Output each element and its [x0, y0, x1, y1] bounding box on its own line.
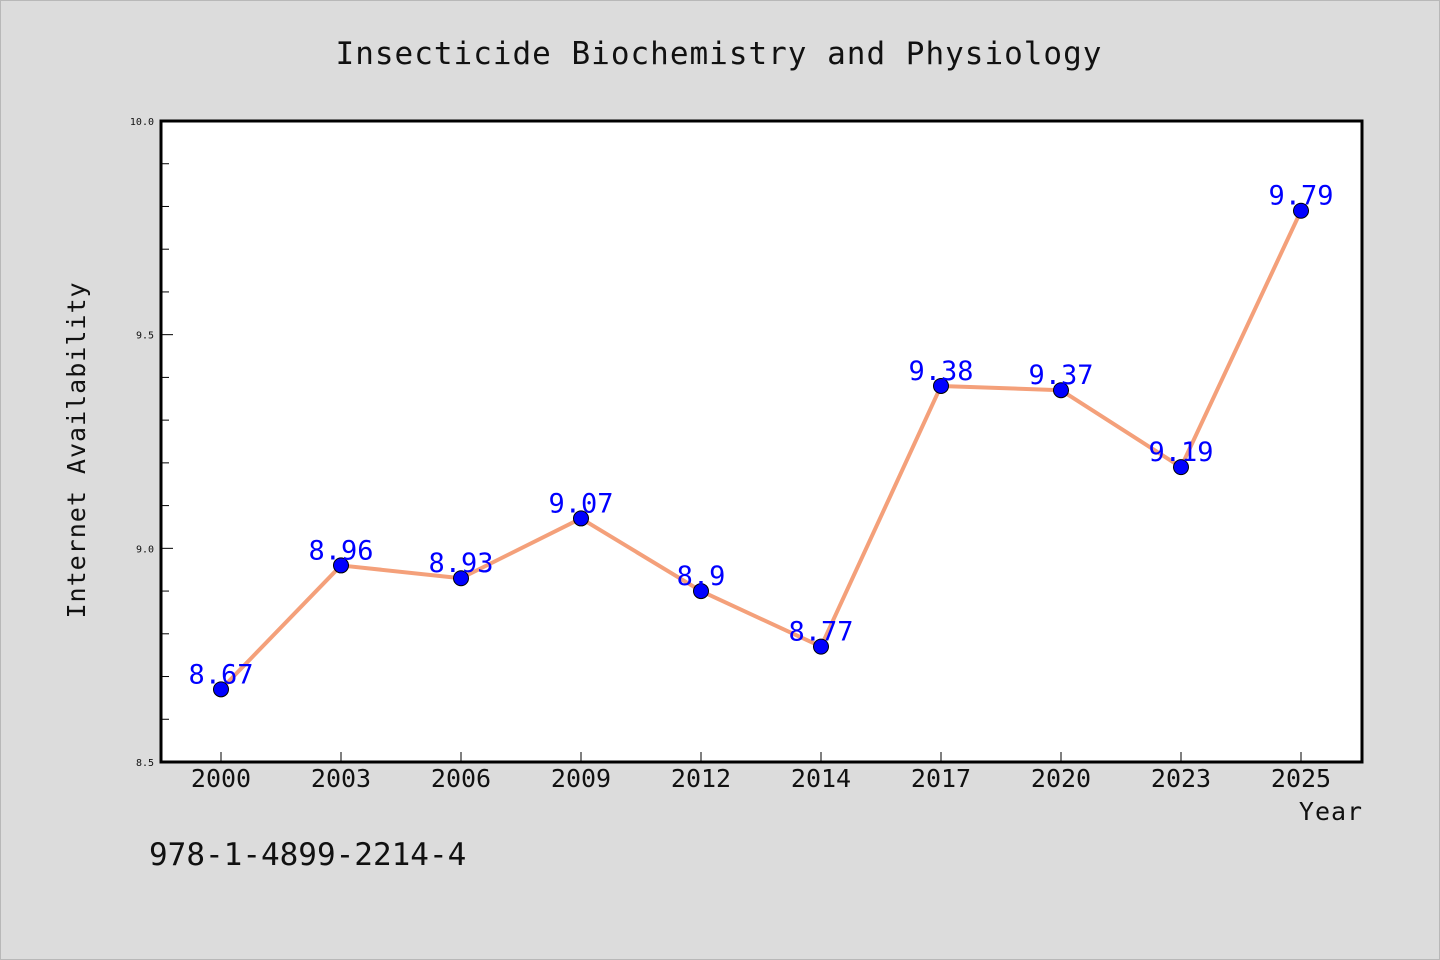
data-point [573, 510, 589, 527]
x-tick-label: 2012 [671, 764, 731, 793]
x-axis: 2000 2003 2006 2009 2012 2014 2017 2020 2023 2025 [191, 752, 1331, 793]
x-axis-label: Year [1299, 797, 1363, 826]
x-tick-label: 2023 [1151, 764, 1211, 793]
data-point [1053, 382, 1069, 399]
data-point [213, 681, 229, 698]
data-label: 9.38 [908, 356, 973, 387]
y-axis: 8.5 9.0 9.5 10.0 [130, 117, 173, 769]
data-label: 9.37 [1028, 360, 1093, 391]
data-label: 8.93 [428, 548, 493, 579]
series-line [219, 209, 1303, 691]
x-tick-label: 2014 [791, 764, 851, 793]
data-label: 9.07 [548, 488, 613, 519]
x-tick-label: 2000 [191, 764, 251, 793]
y-axis-label: Internet Availability [62, 281, 91, 618]
data-point [933, 377, 949, 394]
data-point [453, 570, 469, 587]
data-label: 8.9 [677, 561, 726, 592]
x-tick-label: 2025 [1271, 764, 1331, 793]
data-point [693, 583, 709, 600]
x-tick-label: 2020 [1031, 764, 1091, 793]
data-label: 9.19 [1148, 437, 1213, 468]
x-tick-label: 2003 [311, 764, 371, 793]
data-markers [213, 202, 1309, 698]
x-tick-label: 2009 [551, 764, 611, 793]
data-point [813, 638, 829, 655]
data-label: 8.96 [308, 535, 373, 566]
y-tick-label: 9.0 [136, 544, 154, 555]
x-tick-label: 2006 [431, 764, 491, 793]
data-point [1173, 459, 1189, 476]
data-labels: 8.67 8.96 8.93 9.07 8.9 8.77 9.38 9.37 9.19 9.79 [188, 181, 1333, 691]
plot-area [159, 119, 1364, 764]
y-tick-label: 10.0 [130, 117, 154, 128]
data-label: 9.79 [1268, 181, 1333, 212]
chart-title: Insecticide Biochemistry and Physiology [336, 36, 1103, 72]
data-label: 8.77 [788, 617, 853, 648]
data-point [1293, 202, 1309, 219]
y-tick-label: 9.5 [136, 331, 154, 342]
x-tick-label: 2017 [911, 764, 971, 793]
data-label: 8.67 [188, 659, 253, 690]
y-tick-label: 8.5 [136, 758, 154, 769]
isbn-annotation: 978-1-4899-2214-4 [149, 837, 466, 873]
data-point [333, 557, 349, 574]
